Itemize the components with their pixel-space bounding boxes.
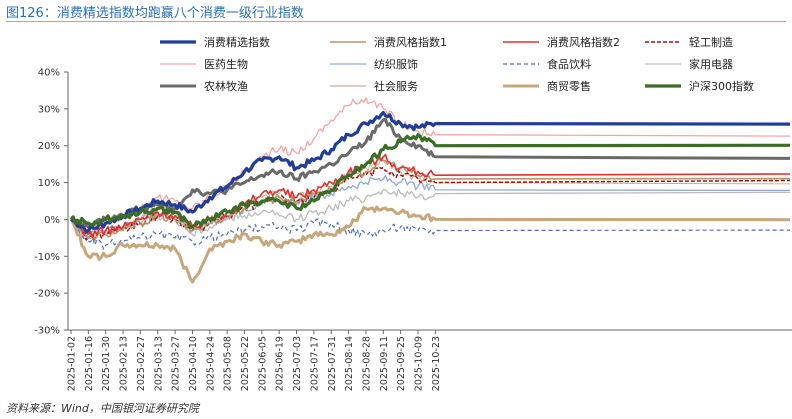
y-tick-label: -30% — [34, 326, 60, 337]
series-line-12 — [69, 133, 791, 230]
series-line-9 — [69, 117, 791, 229]
y-tick-label: 0% — [44, 215, 60, 226]
x-tick-label: 2025-07-03 — [292, 336, 303, 391]
y-tick-label: 10% — [38, 178, 60, 189]
x-tick-label: 2025-02-13 — [119, 336, 130, 391]
title-divider — [6, 21, 786, 22]
series-line-11 — [69, 205, 791, 284]
figure-title: 图126：消费精选指数均跑赢八个消费一级行业指数 — [6, 6, 304, 21]
y-tick-label: 40% — [38, 68, 60, 79]
x-tick-label: 2025-05-08 — [223, 336, 234, 391]
chart-axes: -30% -20% -10% 0% 10% 20% 30% 40% 2025-01-02 2025… — [34, 68, 792, 391]
x-tick-label: 2025-03-27 — [171, 336, 182, 391]
x-tick-label: 2025-10-23 — [431, 336, 442, 391]
y-tick-label: 20% — [38, 141, 60, 152]
x-tick-label: 2025-05-22 — [240, 336, 251, 391]
y-tick-label: 30% — [38, 104, 60, 115]
legend-label-11: 商贸零售 — [547, 79, 591, 93]
x-tick-label: 2025-09-25 — [396, 336, 407, 391]
legend-label-3: 消费风格指数2 — [547, 35, 620, 49]
series-line-3 — [70, 153, 791, 239]
x-tick-label: 2025-09-11 — [379, 336, 390, 391]
legend-label-2: 消费风格指数1 — [374, 35, 447, 49]
legend-label-5: 医药生物 — [204, 57, 248, 71]
figure-source: 资料来源：Wind，中国银河证券研究院 — [6, 402, 199, 415]
x-tick-label: 2025-01-30 — [101, 336, 112, 391]
y-tick-label: -20% — [34, 289, 60, 300]
legend-label-8: 家用电器 — [689, 57, 733, 71]
legend-label-1: 消费精选指数 — [204, 35, 270, 49]
x-tick-label: 2025-01-02 — [67, 336, 78, 391]
legend-label-9: 农林牧渔 — [204, 79, 248, 93]
legend-label-10: 社会服务 — [374, 79, 418, 93]
x-tick-label: 2025-03-13 — [153, 336, 164, 391]
x-tick-label: 2025-10-09 — [414, 336, 425, 391]
x-tick-label: 2025-07-17 — [309, 336, 320, 391]
x-tick-label: 2025-02-27 — [136, 336, 147, 391]
legend-label-6: 纺织服饰 — [374, 57, 418, 71]
x-tick-label: 2025-07-31 — [327, 336, 338, 391]
x-tick-label: 2025-08-14 — [344, 336, 355, 391]
legend-label-12: 沪深300指数 — [689, 79, 754, 93]
series-line-7 — [70, 218, 791, 250]
chart-series — [69, 97, 791, 284]
x-tick-label: 2025-08-28 — [361, 336, 372, 391]
x-tick-label: 2025-01-16 — [84, 336, 95, 391]
legend-label-4: 轻工制造 — [689, 35, 733, 49]
x-tick-label: 2025-04-24 — [205, 336, 216, 391]
x-tick-label: 2025-06-19 — [275, 336, 286, 391]
x-tick-label: 2025-06-05 — [257, 336, 268, 391]
legend-label-7: 食品饮料 — [547, 57, 591, 71]
y-tick-label: -10% — [34, 252, 60, 263]
x-tick-label: 2025-04-10 — [188, 336, 199, 391]
series-line-5 — [70, 97, 791, 232]
